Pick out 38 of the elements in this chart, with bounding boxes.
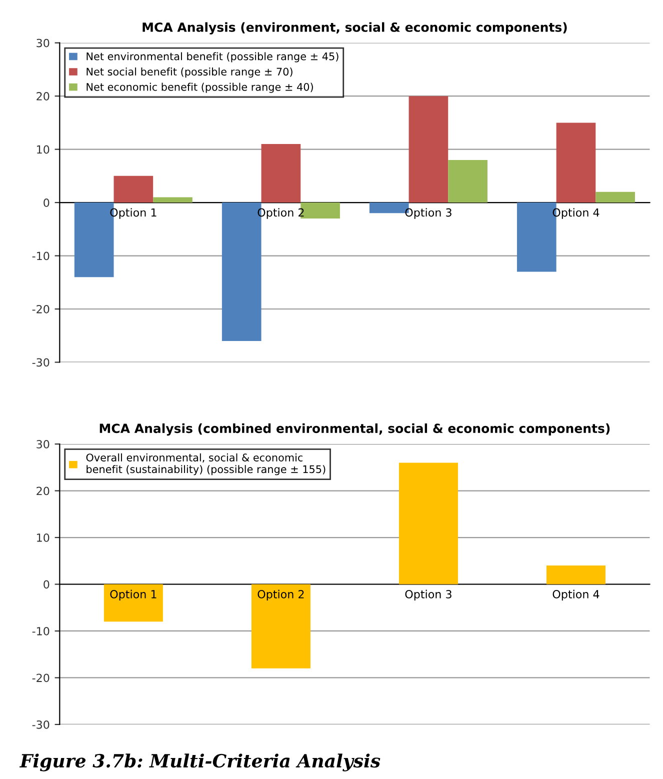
y-tick-label: 20	[36, 486, 50, 496]
bar	[448, 160, 488, 203]
y-tick-label: 0	[44, 580, 50, 589]
bar	[408, 96, 448, 203]
legend-label: Net social benefit (possible range ± 70)	[86, 68, 292, 78]
legend-label: Overall environmental, social & economic benefit (sustainability) (possible range ± 155)	[86, 453, 326, 476]
bar	[153, 197, 192, 203]
y-tick-label: 20	[36, 92, 50, 100]
bar	[261, 144, 301, 203]
y-tick-label: -20	[32, 674, 50, 682]
y-tick-label: 10	[37, 145, 50, 154]
x-tick-label: Option 1	[110, 590, 156, 601]
y-tick-label: -10	[32, 252, 50, 260]
bar	[251, 584, 310, 668]
y-tick-label: -30	[32, 720, 50, 729]
bar	[398, 462, 458, 584]
x-tick-label: Option 3	[405, 590, 452, 601]
chart-title: MCA Analysis (environment, social & economic components)	[142, 22, 567, 34]
legend-label: Net economic benefit (possible range ± 40)	[86, 82, 313, 93]
y-tick-label: -20	[32, 304, 50, 314]
y-tick-label: -10	[32, 626, 50, 636]
chart-title: MCA Analysis (combined environmental, social & economic components)	[100, 423, 610, 436]
bar	[114, 176, 154, 203]
y-tick-label: -30	[32, 358, 50, 367]
x-tick-label: Option 2	[258, 590, 304, 601]
y-tick-label: 0	[44, 198, 50, 207]
bar	[596, 192, 635, 203]
y-tick-label: 10	[37, 533, 50, 542]
x-tick-label: Option 3	[405, 208, 452, 219]
bar	[546, 566, 606, 584]
caption: Figure 3.7b: Multi-Criteria Analysis	[19, 754, 380, 772]
y-tick-label: 30	[36, 440, 50, 448]
bar	[104, 584, 163, 622]
legend-label: Net environmental benefit (possible range ± 45)	[86, 52, 338, 62]
y-tick-label: 30	[36, 38, 50, 48]
x-tick-label: Option 4	[552, 590, 600, 601]
bar	[556, 122, 596, 203]
bar	[300, 202, 340, 219]
